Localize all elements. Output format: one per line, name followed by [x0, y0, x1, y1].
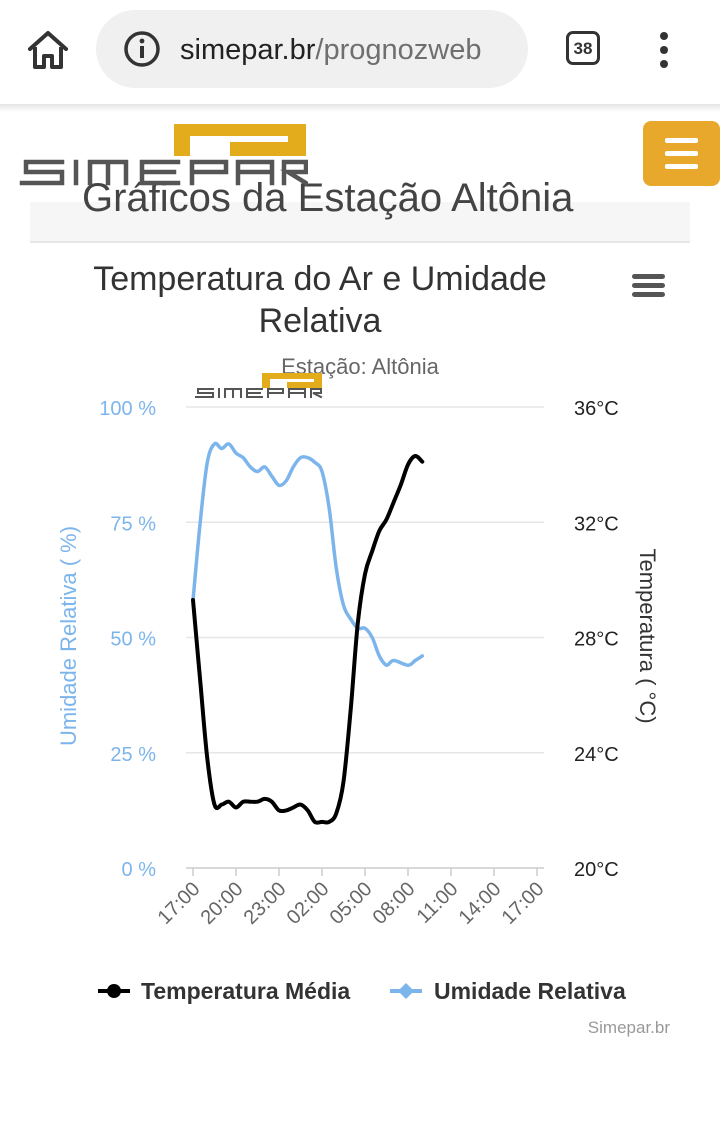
x-tick-label: 14:00 — [455, 878, 506, 929]
right-tick-label: 36°C — [574, 398, 619, 420]
url-path: /prognozweb — [315, 34, 482, 66]
home-icon[interactable] — [20, 22, 76, 78]
x-tick-label: 11:00 — [413, 878, 463, 928]
chart-gridlines — [186, 406, 544, 869]
left-axis-title: Umidade Relativa ( %) — [56, 526, 81, 746]
right-tick-label: 24°C — [574, 744, 619, 766]
x-tick-label: 17:00 — [154, 878, 205, 929]
legend-marker-circle — [107, 984, 121, 998]
simepar-logo[interactable] — [18, 122, 308, 194]
chart-menu-icon[interactable] — [630, 270, 666, 306]
tab-switcher-icon[interactable]: 38 — [566, 31, 600, 65]
left-tick-label: 50 % — [110, 629, 156, 651]
browser-toolbar: simepar.br/prognozweb 38 — [0, 0, 720, 104]
right-tick-label: 32°C — [574, 513, 619, 535]
series-line-umidade — [191, 441, 425, 667]
right-axis-ticks: 20°C 24°C 28°C 32°C 36°C — [574, 398, 619, 881]
url-host: simepar.br — [180, 34, 316, 66]
right-axis-title: Temperatura ( °C) — [635, 548, 660, 723]
left-tick-label: 100 % — [99, 398, 156, 420]
chart-legend: Temperatura Média Umidade Relativa — [98, 978, 626, 1004]
right-tick-label: 28°C — [574, 629, 619, 651]
legend-label-temperatura: Temperatura Média — [141, 978, 350, 1004]
right-tick-label: 20°C — [574, 859, 619, 881]
left-tick-label: 75 % — [110, 513, 156, 535]
x-tick-label: 08:00 — [369, 878, 420, 929]
left-axis-ticks: 0 % 25 % 50 % 75 % 100 % — [99, 398, 156, 881]
chart-title-line-2: Relativa — [259, 302, 382, 340]
more-vertical-icon[interactable] — [650, 28, 678, 72]
chart-credit[interactable]: Simepar.br — [588, 1018, 671, 1037]
x-tick-label: 20:00 — [197, 878, 248, 929]
section-heading-divider — [30, 241, 690, 243]
left-tick-label: 0 % — [122, 859, 157, 881]
url-text[interactable]: simepar.br/prognozweb — [180, 30, 510, 70]
site-header — [0, 112, 720, 187]
x-axis-ticks: 17:0020:0023:0002:0005:0008:0011:0014:00… — [154, 868, 549, 929]
legend-item-temperatura[interactable]: Temperatura Média — [98, 978, 350, 1004]
legend-label-umidade: Umidade Relativa — [434, 978, 626, 1004]
x-tick-label: 05:00 — [326, 878, 377, 929]
legend-item-umidade[interactable]: Umidade Relativa — [390, 978, 626, 1004]
chart-watermark-logo — [195, 373, 323, 399]
legend-marker-diamond — [398, 983, 414, 999]
x-tick-label: 02:00 — [283, 878, 334, 929]
x-tick-label: 23:00 — [240, 878, 291, 929]
left-tick-label: 25 % — [110, 744, 156, 766]
toolbar-shadow — [0, 104, 720, 112]
temperature-humidity-chart: Temperatura do Ar e Umidade Relativa Est… — [56, 260, 671, 1037]
hamburger-menu-icon[interactable] — [643, 121, 720, 186]
chart-title-line-1: Temperatura do Ar e Umidade — [93, 260, 547, 298]
info-icon[interactable] — [122, 29, 162, 69]
section-heading-background — [30, 202, 690, 242]
address-bar[interactable]: simepar.br/prognozweb — [96, 10, 528, 88]
chart-series — [191, 441, 425, 825]
x-tick-label: 17:00 — [498, 878, 549, 929]
series-line-temperatura — [191, 454, 425, 825]
